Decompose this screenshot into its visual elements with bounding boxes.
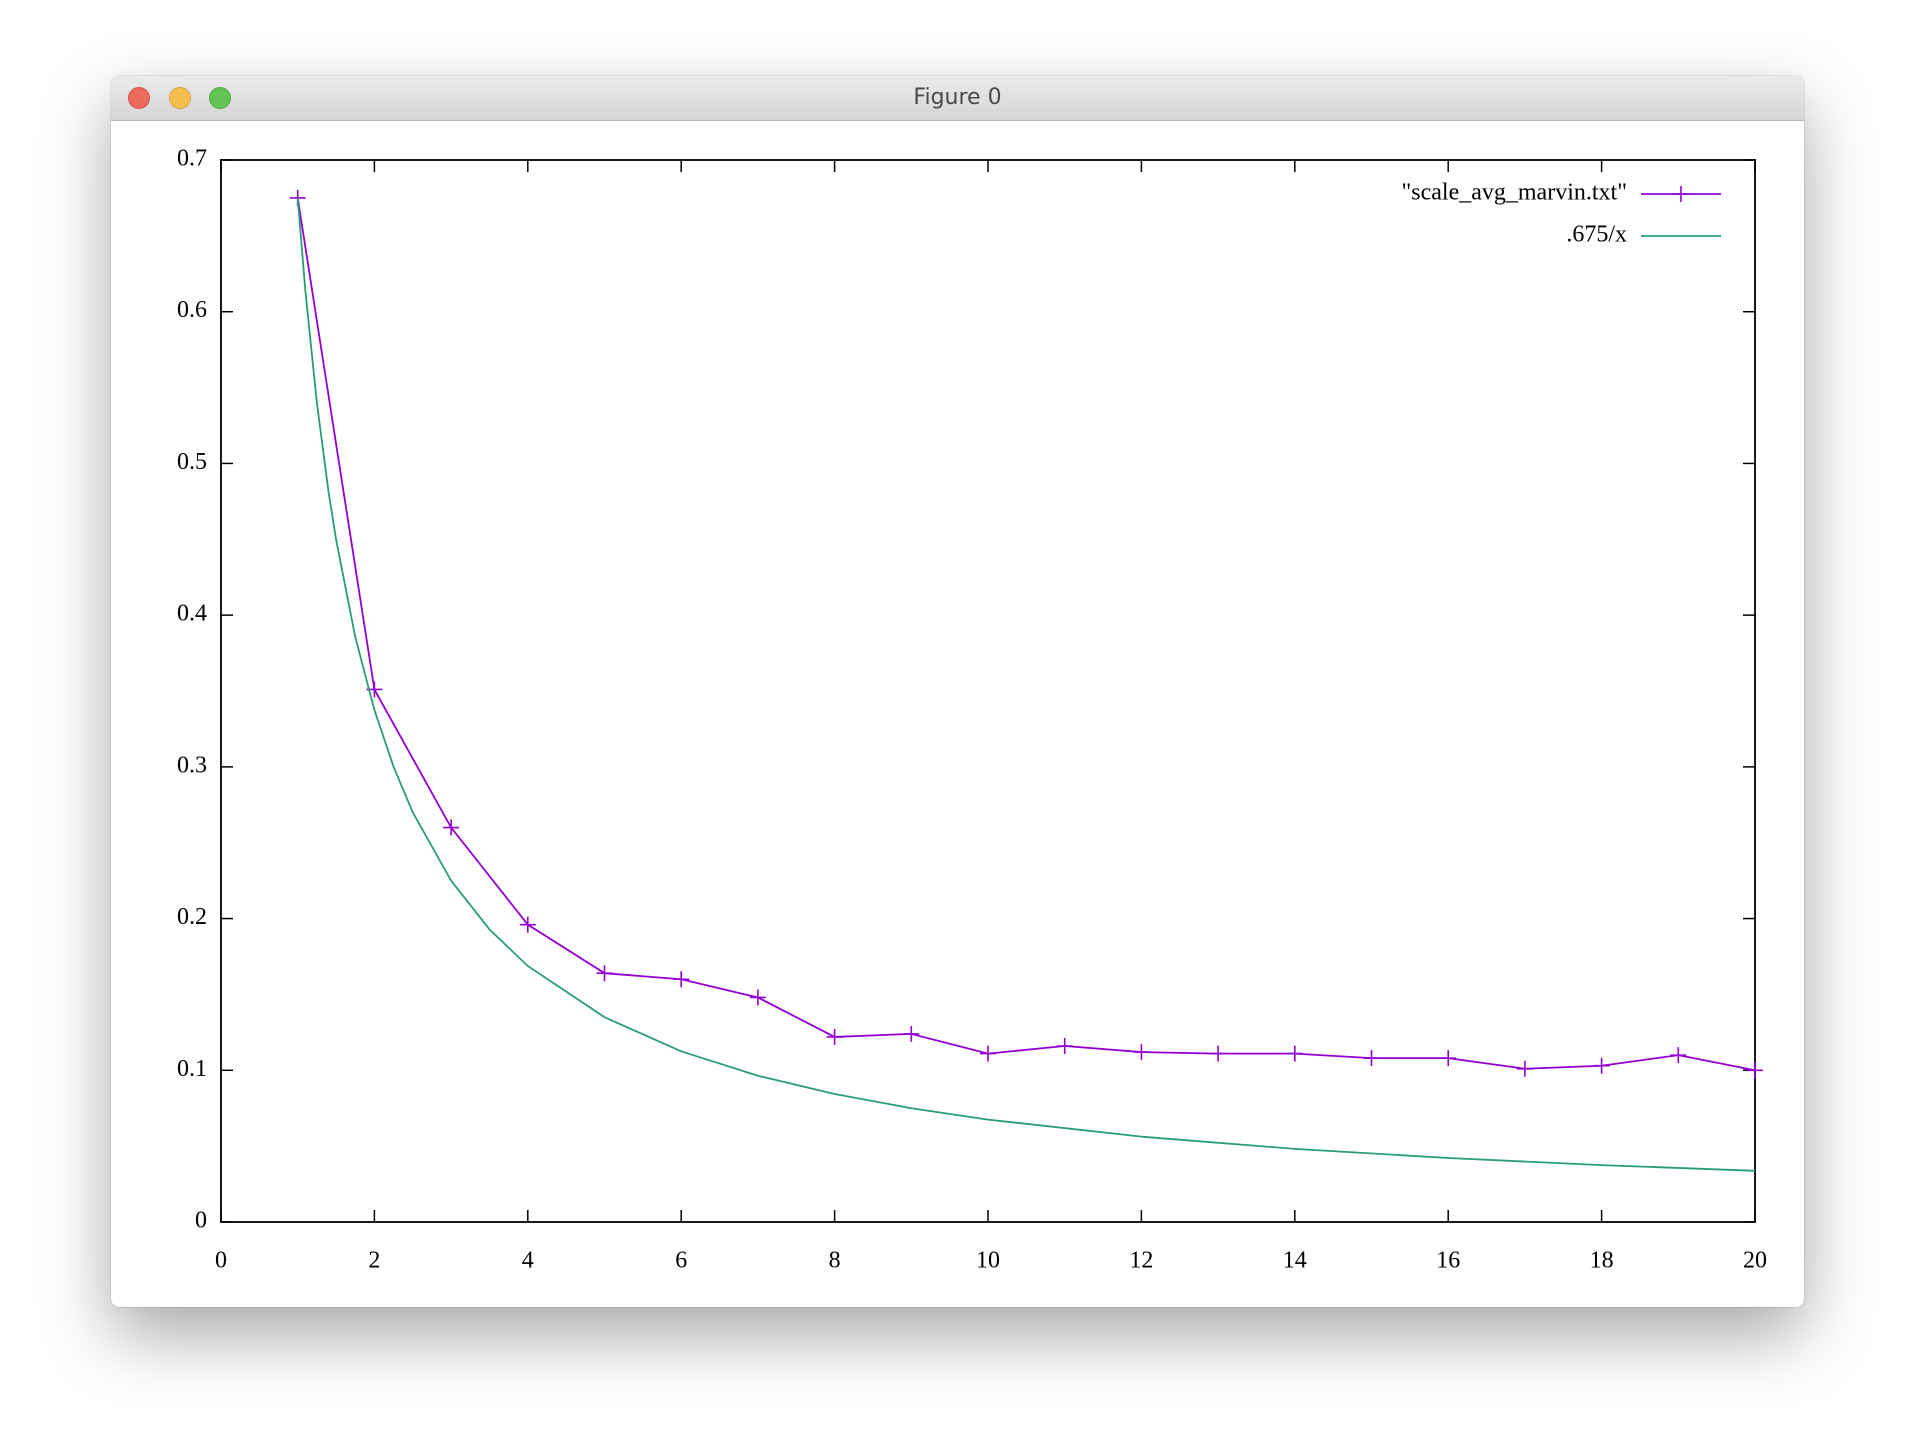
y-tick-label: 0.3 bbox=[177, 752, 207, 778]
point-marker bbox=[673, 971, 690, 988]
y-tick-label: 0.4 bbox=[177, 601, 207, 627]
point-marker bbox=[1516, 1060, 1533, 1077]
point-marker bbox=[1286, 1045, 1303, 1062]
point-marker bbox=[1747, 1062, 1763, 1079]
series-line bbox=[296, 197, 1756, 1172]
point-marker bbox=[1056, 1038, 1073, 1055]
x-tick-label: 4 bbox=[522, 1248, 534, 1274]
point-marker bbox=[1593, 1057, 1610, 1074]
point-marker bbox=[903, 1025, 920, 1042]
close-button[interactable] bbox=[128, 87, 150, 109]
point-marker bbox=[519, 916, 536, 933]
y-tick-label: 0.6 bbox=[177, 297, 207, 323]
point-marker bbox=[596, 965, 613, 982]
point-marker bbox=[1670, 1047, 1687, 1064]
x-tick-label: 12 bbox=[1129, 1248, 1153, 1274]
window: Figure 0 0 0.1 0.2 0.3 0.4 0.5 0.6 0.7 0 2 4 6 8 10 12… bbox=[111, 76, 1804, 1307]
plot-frame bbox=[220, 159, 1756, 1223]
x-tick-label: 6 bbox=[675, 1248, 687, 1274]
x-tick-label: 14 bbox=[1283, 1248, 1307, 1274]
legend-marker bbox=[1673, 186, 1689, 202]
x-tick-label: 10 bbox=[976, 1248, 1000, 1274]
window-title: Figure 0 bbox=[913, 85, 1002, 110]
y-tick-label: 0.2 bbox=[177, 904, 207, 930]
point-marker bbox=[1440, 1050, 1457, 1067]
point-marker bbox=[1363, 1050, 1380, 1067]
point-marker bbox=[1133, 1044, 1150, 1061]
point-marker bbox=[749, 989, 766, 1006]
y-tick-label: 0.5 bbox=[177, 449, 207, 475]
point-marker bbox=[826, 1028, 843, 1045]
legend-label: "scale_avg_marvin.txt" bbox=[1401, 180, 1627, 206]
legend-label: .675/x bbox=[1566, 222, 1627, 248]
y-tick-label: 0 bbox=[195, 1208, 207, 1234]
chart: 0 0.1 0.2 0.3 0.4 0.5 0.6 0.7 0 2 4 6 8 10 12 14 16 18 20 "… bbox=[177, 146, 1767, 1274]
point-marker bbox=[1210, 1045, 1227, 1062]
series-line bbox=[296, 197, 1756, 1072]
title-bar: Figure 0 bbox=[111, 76, 1804, 121]
point-marker bbox=[980, 1045, 996, 1062]
minimize-button[interactable] bbox=[169, 87, 191, 109]
y-tick-label: 0.1 bbox=[177, 1056, 207, 1082]
y-tick-label: 0.7 bbox=[177, 146, 207, 172]
x-tick-label: 8 bbox=[829, 1248, 841, 1274]
x-tick-label: 18 bbox=[1590, 1248, 1614, 1274]
x-tick-label: 0 bbox=[215, 1248, 227, 1274]
x-tick-label: 20 bbox=[1743, 1248, 1767, 1274]
point-marker bbox=[443, 819, 460, 836]
x-tick-label: 2 bbox=[368, 1248, 380, 1274]
zoom-button[interactable] bbox=[209, 87, 231, 109]
x-tick-label: 16 bbox=[1436, 1248, 1460, 1274]
